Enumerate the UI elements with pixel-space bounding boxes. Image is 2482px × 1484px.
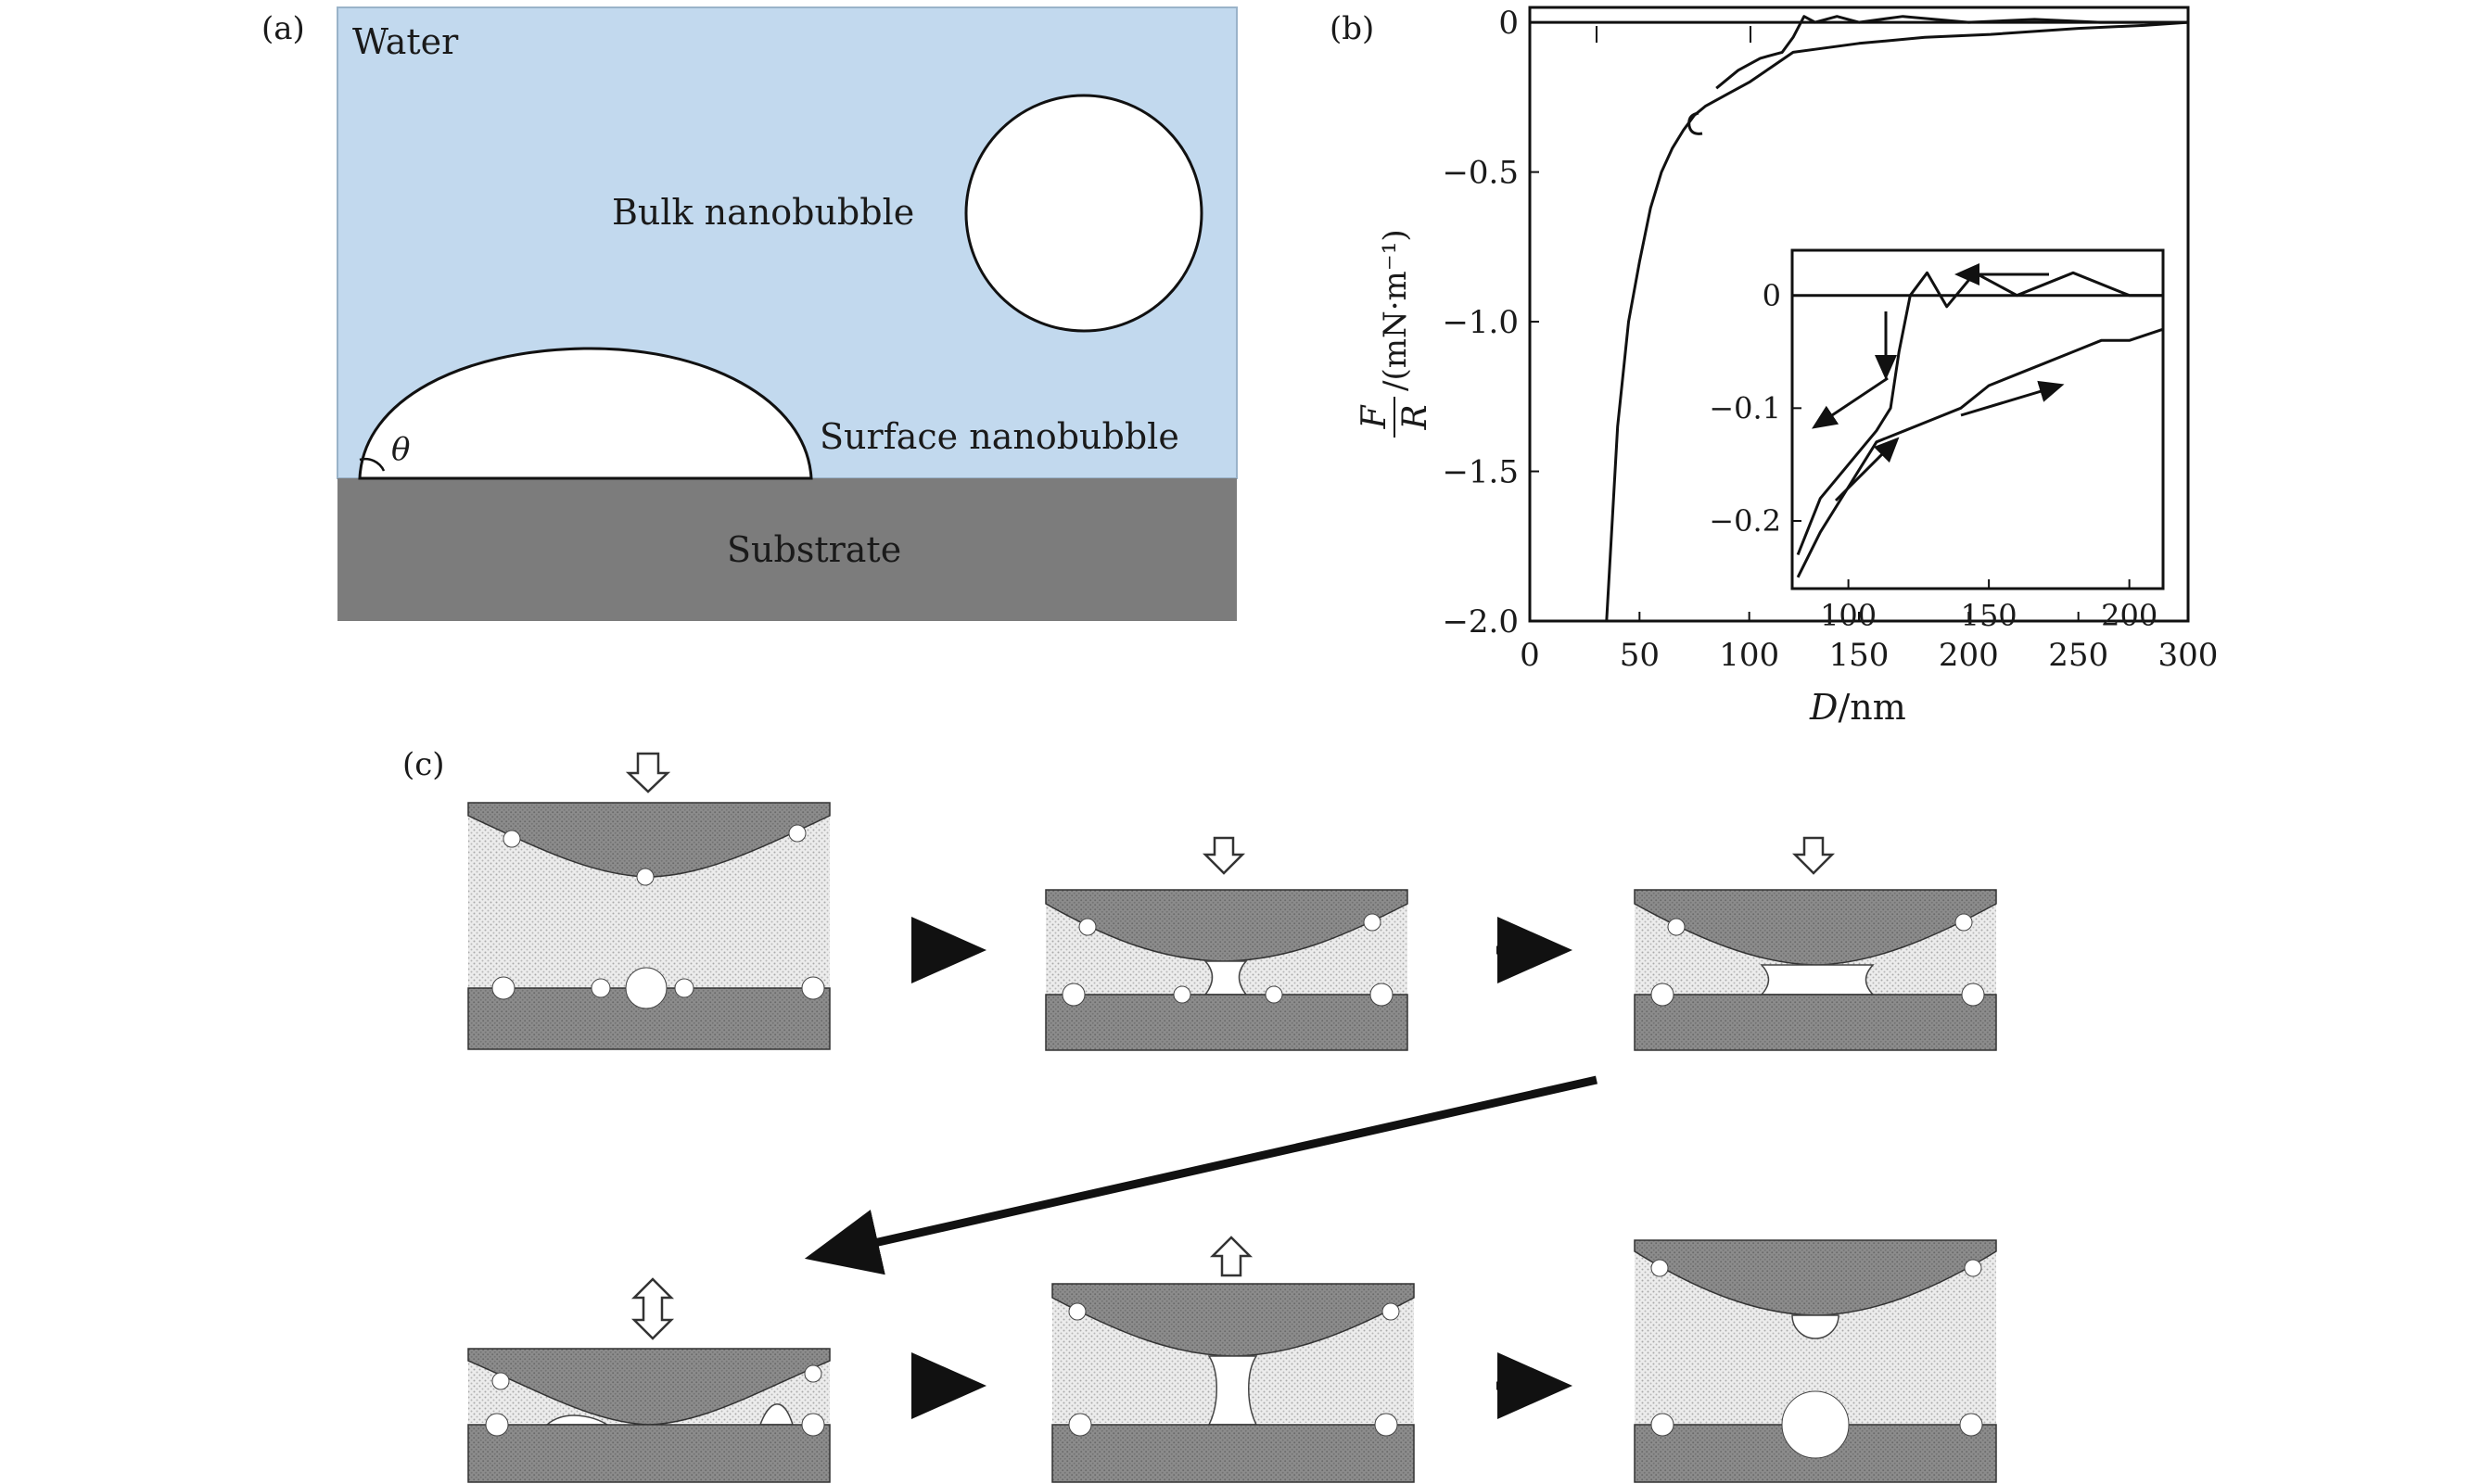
surface-nanobubble xyxy=(358,347,813,480)
panel-c: (c) xyxy=(402,746,1997,1483)
main-xtick-label: 150 xyxy=(1829,637,1890,674)
main-xtick-label: 200 xyxy=(1939,637,1999,674)
substrate-region xyxy=(337,478,1237,621)
inset-arrow-left xyxy=(1812,376,1889,429)
schematic-step-1 xyxy=(467,752,831,1050)
main-xtick-label: 100 xyxy=(1719,637,1779,674)
main-xtick-label: 250 xyxy=(2048,637,2108,674)
main-ytick-label: −2.0 xyxy=(1442,603,1519,641)
hollow-down-arrow xyxy=(625,752,671,793)
y-axis-unit: /(mN·m⁻¹) xyxy=(1377,229,1414,391)
panel-b: (b) 0 50 100 150 200 250 300 0 −0.5 −1.0 −1.5 −2.0 D… xyxy=(1330,5,2218,728)
main-xtick-label: 50 xyxy=(1620,637,1660,674)
hollow-up-arrow xyxy=(1209,1236,1254,1277)
inset-ytick-label: −0.1 xyxy=(1709,391,1781,426)
main-chart-marker xyxy=(1687,111,1703,135)
contact-angle-arc xyxy=(359,457,386,472)
main-xtick-label: 300 xyxy=(2158,637,2219,674)
inset-ytick-label: −0.2 xyxy=(1709,503,1781,539)
inset-ytick-label: 0 xyxy=(1763,278,1781,313)
inset-arrow-right xyxy=(1960,380,2065,417)
hollow-down-arrow xyxy=(1791,836,1836,875)
inset-xtick-label: 100 xyxy=(1820,598,1877,633)
schematic-step-3 xyxy=(1634,836,1997,1051)
inset-xtick-label: 150 xyxy=(1961,598,2017,633)
panel-a: (a) θ Water Bulk nanobubble Surface nano… xyxy=(261,6,1238,621)
bulk-nanobubble-label: Bulk nanobubble xyxy=(612,192,914,233)
bulk-nanobubble xyxy=(964,94,1203,333)
y-axis-title: F R /(mN·m⁻¹) xyxy=(1356,229,1434,438)
main-ytick-label: 0 xyxy=(1498,5,1519,42)
x-axis-unit: /nm xyxy=(1838,687,1905,728)
panel-a-label: (a) xyxy=(261,10,305,47)
substrate-label: Substrate xyxy=(727,529,901,570)
main-ytick-label: −1.5 xyxy=(1442,453,1519,490)
surface-nanobubble-label: Surface nanobubble xyxy=(820,416,1179,457)
x-axis-title: D/nm xyxy=(1809,687,1906,728)
x-axis-var: D xyxy=(1809,687,1838,728)
inset-series-1 xyxy=(1796,271,2163,556)
main-series-2 xyxy=(1715,15,2188,90)
inset-chart: 100 150 200 0 −0.1 −0.2 xyxy=(1709,248,2165,633)
inset-series-2 xyxy=(1796,327,2164,578)
inset-frame xyxy=(1790,248,2165,590)
y-axis-denominator: R xyxy=(1396,404,1434,430)
inset-xtick-label: 200 xyxy=(2101,598,2157,633)
main-ytick-label: −1.0 xyxy=(1442,304,1519,341)
main-ytick-label: −0.5 xyxy=(1442,155,1519,192)
schematic-step-5 xyxy=(1051,1236,1415,1483)
row-transition-arrow xyxy=(804,1075,1597,1275)
water-label: Water xyxy=(352,21,459,62)
theta-label: θ xyxy=(391,431,410,468)
hollow-down-arrow xyxy=(1202,836,1246,875)
schematic-step-4 xyxy=(467,1277,831,1483)
inset-arrow-retract xyxy=(1834,437,1900,502)
main-series-1 xyxy=(1605,20,2189,622)
main-xtick-label: 0 xyxy=(1520,637,1540,674)
panel-b-label: (b) xyxy=(1330,10,1374,47)
schematic-step-6 xyxy=(1634,1239,1997,1483)
schematic-step-2 xyxy=(1045,836,1408,1051)
y-axis-numerator: F xyxy=(1356,403,1394,429)
panel-c-label: (c) xyxy=(402,746,445,783)
hollow-up-down-arrow xyxy=(630,1277,675,1340)
